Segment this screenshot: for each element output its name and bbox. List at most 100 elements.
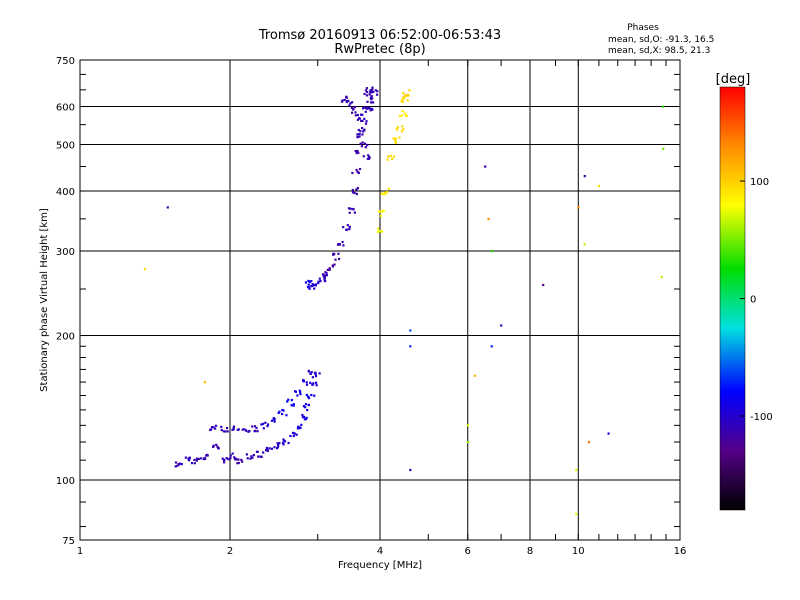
echo-point [376,230,380,233]
echo-point [276,442,279,445]
echo-point [350,106,354,110]
echo-point [197,457,200,460]
echo-point [361,133,364,136]
echo-point [268,447,271,450]
echo-point [309,372,312,375]
echo-point [318,277,321,280]
echo-point [338,257,341,261]
echo-point [188,457,191,460]
echo-point [184,456,187,459]
echo-point [312,382,315,385]
echo-point [357,151,360,154]
echo-point [384,192,387,196]
echo-point [357,128,360,132]
echo-point [246,457,249,460]
echo-point [251,425,254,428]
echo-point [345,95,348,98]
echo-point [323,279,326,282]
echo-point [372,101,375,104]
echo-point [358,117,361,120]
echo-point [404,112,407,115]
x-tick-label: 4 [377,546,383,557]
echo-point [257,455,260,458]
echo-point [223,461,226,464]
echo-point [301,413,304,417]
stats-x-line: mean, sd,X: 98.5, 21.3 [608,46,710,56]
echo-point [355,168,358,172]
echo-point [366,90,369,94]
echo-point [311,283,314,286]
echo-point [313,394,316,397]
echo-point [381,210,384,213]
echo-point [187,459,191,462]
echo-point [338,243,341,246]
echo-point [405,114,408,117]
echo-point [259,455,262,458]
echo-point [252,454,255,457]
y-tick-label: 500 [56,141,75,152]
echo-point [341,240,344,244]
echo-point [334,258,337,261]
echo-point [222,430,225,433]
echo-point [266,425,269,428]
echo-point [180,463,183,466]
echo-point [341,99,344,102]
echo-point [250,455,253,458]
echo-point [315,384,318,387]
echo-point [220,425,223,428]
echo-point [240,458,243,461]
echo-point [371,86,374,89]
echo-point [382,193,385,196]
echo-point [342,226,345,229]
echo-point [236,428,239,431]
echo-point [662,105,665,108]
echo-point [349,102,352,105]
echo-point [305,381,308,384]
echo-point [304,403,308,406]
echo-point [370,98,373,101]
echo-point [310,280,313,283]
echo-point [368,93,371,96]
echo-point [278,410,281,413]
echo-point [318,372,321,375]
echo-point [607,432,610,435]
echo-point [286,400,289,403]
echo-point [359,142,362,145]
echo-point [306,286,310,289]
echo-point [227,458,230,461]
echo-point [386,191,389,194]
echo-point [244,429,248,432]
echo-point [237,461,240,465]
echo-point [305,393,308,396]
echo-point [365,120,368,123]
echo-point [349,207,352,210]
echo-point [405,94,408,97]
echo-point [394,140,397,143]
echo-point [325,272,328,275]
chart-subtitle: RwPretec (8p) [334,42,425,57]
echo-point [345,228,348,231]
echo-point [310,371,313,374]
stats-header: Phases [627,23,659,33]
echo-point [245,453,248,456]
echo-point [294,390,298,393]
echo-point [232,428,235,431]
echo-point [377,210,381,213]
echo-point [348,225,351,228]
echo-point [386,158,389,161]
echo-point [314,375,318,378]
echo-point [355,192,358,196]
echo-point [364,122,368,125]
echo-point [223,458,226,461]
echo-point [366,143,369,147]
x-tick-label: 8 [527,546,533,557]
echo-point [317,282,320,285]
echo-point [308,281,311,284]
echo-point [392,155,396,158]
echo-point [243,428,246,431]
echo-point [292,404,295,407]
echo-point [394,137,397,140]
y-tick-label: 300 [56,247,75,258]
echo-point [401,100,404,104]
echo-point [401,125,404,128]
